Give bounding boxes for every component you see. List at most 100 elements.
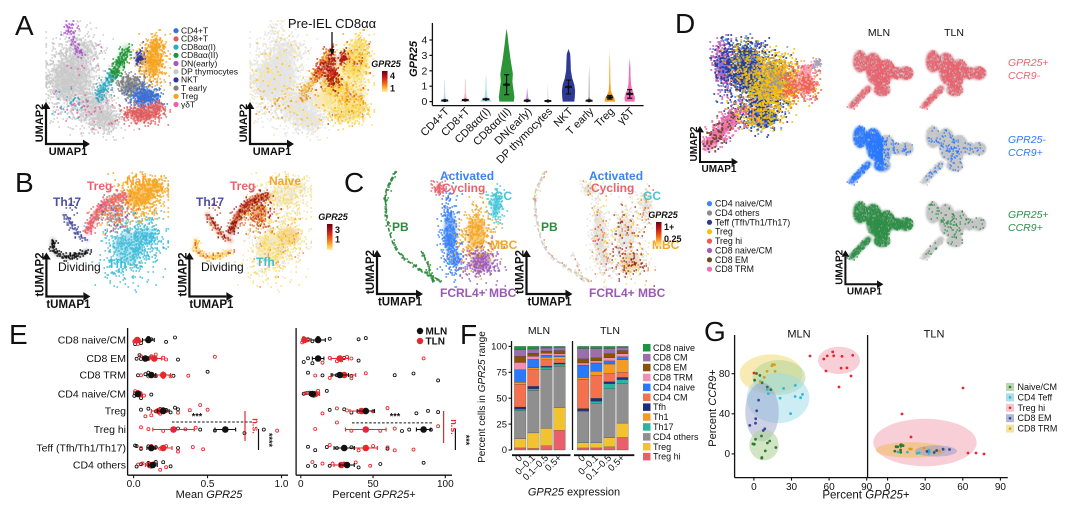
svg-text:G: G xyxy=(704,316,726,347)
svg-text:Cycling: Cycling xyxy=(591,181,634,195)
svg-text:Treg hi: Treg hi xyxy=(653,452,681,462)
svg-text:tUMAP1: tUMAP1 xyxy=(378,297,423,309)
svg-text:***: *** xyxy=(192,412,203,422)
svg-text:Cycling: Cycling xyxy=(442,181,485,195)
svg-text:0: 0 xyxy=(502,445,507,456)
svg-text:0: 0 xyxy=(576,453,588,465)
svg-text:tUMAP1: tUMAP1 xyxy=(46,299,91,311)
svg-text:Pre-IEL CD8αα: Pre-IEL CD8αα xyxy=(288,16,377,31)
svg-text:UMAP1: UMAP1 xyxy=(253,146,292,158)
svg-text:0.0: 0.0 xyxy=(127,479,141,490)
svg-text:UMAP1: UMAP1 xyxy=(701,164,736,175)
svg-text:FCRL4+ MBC: FCRL4+ MBC xyxy=(589,286,666,300)
svg-text:CCR9+: CCR9+ xyxy=(1008,222,1043,234)
svg-text:CCR9-: CCR9- xyxy=(1008,70,1041,82)
svg-text:MLN: MLN xyxy=(426,327,448,338)
svg-text:****: **** xyxy=(264,433,274,448)
svg-text:4: 4 xyxy=(422,35,428,47)
svg-text:GC: GC xyxy=(494,189,512,203)
svg-text:tUMAP2: tUMAP2 xyxy=(34,252,46,296)
svg-text:GPR25-: GPR25- xyxy=(1008,134,1046,146)
svg-text:CD8αα(II): CD8αα(II) xyxy=(181,50,218,60)
svg-text:B: B xyxy=(15,167,34,198)
svg-text:90: 90 xyxy=(861,482,873,493)
svg-text:***: *** xyxy=(461,435,471,446)
svg-text:CD4 others: CD4 others xyxy=(653,432,699,442)
svg-text:CD8 EM: CD8 EM xyxy=(1018,413,1052,423)
svg-text:CD8 TRM: CD8 TRM xyxy=(653,373,693,383)
svg-text:TLN: TLN xyxy=(600,325,620,337)
svg-text:GPR25: GPR25 xyxy=(318,212,349,222)
svg-text:tUMAP1: tUMAP1 xyxy=(189,299,234,311)
svg-text:CD4 naive/CM: CD4 naive/CM xyxy=(715,199,772,209)
svg-text:CD8 TRM: CD8 TRM xyxy=(715,264,754,274)
svg-text:Percent GPR25+: Percent GPR25+ xyxy=(822,490,910,502)
svg-text:GPR25: GPR25 xyxy=(408,40,420,77)
svg-text:30: 30 xyxy=(920,482,932,493)
svg-text:GPR25: GPR25 xyxy=(371,59,402,69)
svg-text:Dividing: Dividing xyxy=(201,260,244,274)
svg-text:tUMAP1: tUMAP1 xyxy=(527,297,572,309)
svg-text:0: 0 xyxy=(724,449,730,460)
svg-text:TLN: TLN xyxy=(944,27,964,39)
svg-text:CD8αα(I): CD8αα(I) xyxy=(181,42,216,52)
svg-text:0.5: 0.5 xyxy=(201,479,215,490)
svg-text:CD8 TRM: CD8 TRM xyxy=(1018,424,1058,434)
svg-text:50: 50 xyxy=(496,393,507,404)
svg-text:UMAP2: UMAP2 xyxy=(834,249,845,284)
svg-text:UMAP2: UMAP2 xyxy=(238,104,250,143)
svg-text:Th17: Th17 xyxy=(196,195,224,209)
svg-text:Naive: Naive xyxy=(269,174,301,188)
svg-text:0: 0 xyxy=(422,96,428,108)
svg-text:UMAP2: UMAP2 xyxy=(34,104,46,143)
svg-text:50: 50 xyxy=(367,479,379,490)
svg-text:C: C xyxy=(344,167,364,198)
svg-text:PB: PB xyxy=(541,220,558,234)
svg-text:Treg hi: Treg hi xyxy=(94,424,126,436)
svg-text:CD8 naive: CD8 naive xyxy=(653,343,695,353)
svg-text:3: 3 xyxy=(335,225,340,235)
svg-text:Th1: Th1 xyxy=(653,412,669,422)
svg-text:n.s.: n.s. xyxy=(449,419,459,435)
svg-text:GPR25: GPR25 xyxy=(648,210,679,220)
svg-text:CD4 CM: CD4 CM xyxy=(653,392,688,402)
svg-text:1.0: 1.0 xyxy=(275,479,289,490)
svg-text:CD8 EM: CD8 EM xyxy=(653,363,687,373)
svg-text:E: E xyxy=(9,319,28,350)
svg-text:30: 30 xyxy=(786,482,798,493)
svg-text:tUMAP2: tUMAP2 xyxy=(177,252,189,296)
svg-text:80: 80 xyxy=(719,369,731,380)
svg-text:FCRL4+ MBC: FCRL4+ MBC xyxy=(440,286,517,300)
svg-text:CCR9+: CCR9+ xyxy=(1008,147,1043,159)
svg-text:0: 0 xyxy=(751,482,757,493)
svg-text:Teff (Tfh/Th1/Th17): Teff (Tfh/Th1/Th17) xyxy=(715,217,790,227)
svg-text:DN(early): DN(early) xyxy=(181,58,218,68)
svg-text:Treg: Treg xyxy=(715,227,733,237)
svg-text:CD4 others: CD4 others xyxy=(715,208,760,218)
svg-text:3: 3 xyxy=(422,50,428,62)
svg-text:CD8 TRM: CD8 TRM xyxy=(80,370,126,382)
svg-text:Percent CCR9+: Percent CCR9+ xyxy=(707,369,719,446)
svg-text:CD8+T: CD8+T xyxy=(181,34,208,44)
svg-text:Treg: Treg xyxy=(181,91,198,101)
svg-text:Treg hi: Treg hi xyxy=(715,236,742,246)
svg-text:0: 0 xyxy=(298,479,304,490)
svg-text:Percent GPR25+: Percent GPR25+ xyxy=(332,489,415,501)
svg-text:60: 60 xyxy=(824,482,836,493)
svg-text:UMAP2: UMAP2 xyxy=(689,126,700,161)
svg-text:tUMAP2: tUMAP2 xyxy=(365,250,377,294)
svg-text:***: *** xyxy=(390,412,401,422)
svg-text:Dividing: Dividing xyxy=(58,260,101,274)
svg-text:CD8 CM: CD8 CM xyxy=(653,353,688,363)
svg-text:1+: 1+ xyxy=(664,222,674,232)
svg-text:CD4 others: CD4 others xyxy=(73,460,126,472)
svg-text:GPR25+: GPR25+ xyxy=(1008,57,1049,69)
svg-text:0: 0 xyxy=(885,482,891,493)
svg-text:GPR25+: GPR25+ xyxy=(1008,209,1049,221)
svg-text:UMAP1: UMAP1 xyxy=(49,146,88,158)
svg-text:1: 1 xyxy=(335,235,340,245)
svg-text:UMAP1: UMAP1 xyxy=(847,286,882,297)
svg-text:Tfh: Tfh xyxy=(108,257,127,271)
svg-text:Naive/CM: Naive/CM xyxy=(1018,382,1058,392)
svg-text:0.25: 0.25 xyxy=(664,234,682,244)
